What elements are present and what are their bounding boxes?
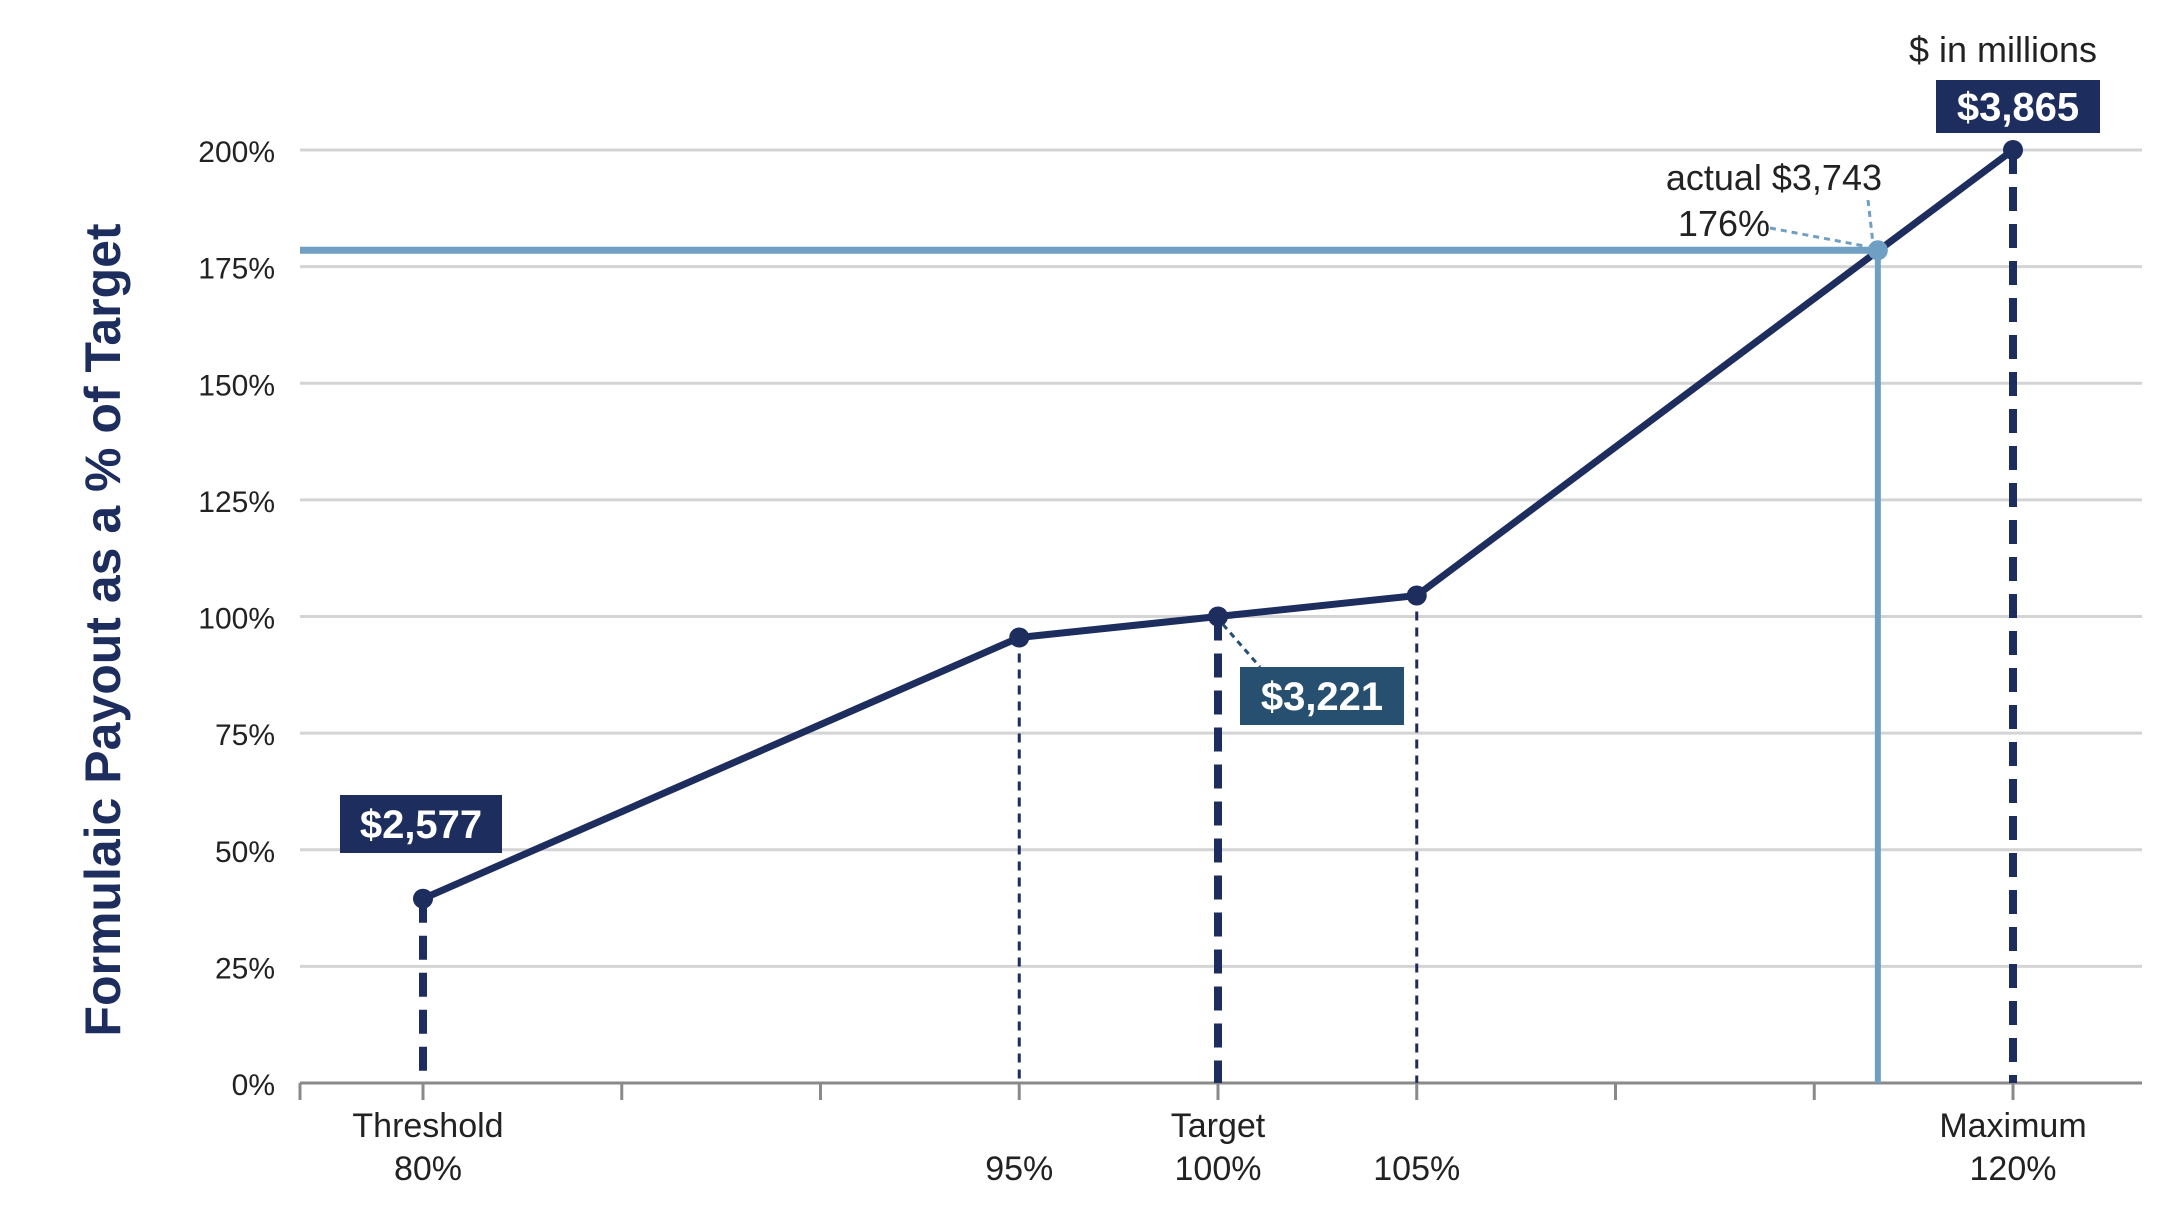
actual-label-leader-2 <box>1769 226 1867 248</box>
threshold-value-box <box>340 795 502 853</box>
x-axis-label: Target <box>1171 1107 1266 1145</box>
target-value-box <box>1240 667 1404 725</box>
value-label: $2,577 <box>360 803 482 847</box>
value-label: $3,221 <box>1261 675 1383 719</box>
actual-label-leader-1 <box>1866 199 1875 243</box>
actual-label: actual $3,743 <box>1666 157 1882 198</box>
x-axis <box>298 1081 2142 1100</box>
x-axis-label: Threshold <box>352 1107 503 1145</box>
x-axis-label: 80% <box>394 1150 462 1188</box>
value-label: $3,865 <box>1957 86 2079 130</box>
actual-point <box>1867 240 1888 261</box>
unit-note: $ in millions <box>1909 29 2097 70</box>
y-tick-label: 100% <box>198 603 275 636</box>
data-point <box>413 888 433 909</box>
y-tick-label: 25% <box>215 952 275 985</box>
data-point <box>1406 585 1427 606</box>
drop-lines <box>419 150 2017 1083</box>
maximum-value-box <box>1936 80 2100 133</box>
x-axis-label: 100% <box>1175 1150 1262 1188</box>
x-axis-label: 120% <box>1970 1150 2057 1188</box>
data-point <box>2003 140 2023 160</box>
data-point <box>1009 627 1030 648</box>
y-tick-label: 175% <box>198 253 275 286</box>
actual-percent-label: 176% <box>1678 203 1770 244</box>
x-axis-label: Maximum <box>1939 1107 2086 1145</box>
y-tick-label: 150% <box>198 369 275 402</box>
value-labels: $2,577 $3,221 $3,865 actual $3,743 176% <box>340 80 2100 853</box>
y-tick-label: 0% <box>232 1069 275 1102</box>
x-axis-label: 95% <box>985 1150 1053 1188</box>
data-point <box>1208 606 1228 627</box>
y-tick-label: 75% <box>215 719 275 752</box>
payout-series <box>413 140 2023 909</box>
y-tick-label: 200% <box>198 136 275 169</box>
y-tick-label: 125% <box>198 486 275 519</box>
target-label-leader <box>1221 623 1262 668</box>
x-axis-label: 105% <box>1373 1150 1460 1188</box>
y-axis-title: Formulaic Payout as a % of Target <box>75 223 131 1037</box>
actual-result-lines <box>300 246 1881 1083</box>
y-axis-ticks: 0% 25% 50% 75% 100% 125% 150% 175% 200% <box>198 136 275 1102</box>
y-tick-label: 50% <box>215 836 275 869</box>
x-axis-labels: Threshold 80% 95% Target 100% 105% Maximum 120% <box>352 1107 2086 1188</box>
